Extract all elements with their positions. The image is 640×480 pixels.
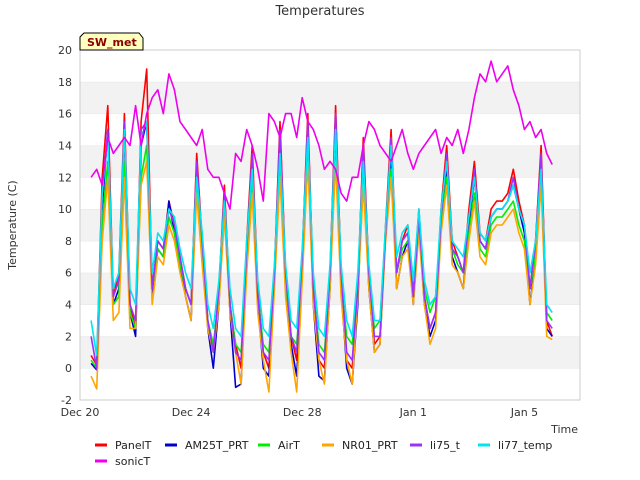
grid-bands	[80, 49, 580, 400]
legend-label-airt: AirT	[278, 439, 300, 452]
series-layer	[90, 60, 553, 393]
grid-band	[80, 81, 580, 114]
grid-band	[80, 336, 580, 369]
y-tick-label: 0	[65, 362, 72, 375]
y-tick-label: 14	[58, 139, 72, 152]
y-tick-label: 8	[65, 235, 72, 248]
station-badge: SW_met	[79, 32, 144, 51]
y-tick-label: 4	[65, 299, 72, 312]
grid-band	[80, 50, 580, 82]
grid-band	[80, 177, 580, 210]
series-line-sonict	[90, 60, 553, 210]
x-tick-label: Jan 1	[399, 406, 427, 419]
series-line-li77-temp	[90, 120, 553, 357]
y-axis-ticks: -2 0 2 4 6 8 10 12 14 16 18 20	[58, 44, 72, 407]
y-tick-label: 6	[65, 267, 72, 280]
legend-label-nr01-prt: NR01_PRT	[342, 439, 398, 452]
station-badge-label: SW_met	[87, 36, 137, 49]
legend-label-am25t-prt: AM25T_PRT	[185, 439, 249, 452]
y-tick-label: 20	[58, 44, 72, 57]
legend-label-sonict: sonicT	[115, 455, 151, 468]
x-tick-label: Jan 5	[510, 406, 538, 419]
series-line-nr01-prt	[90, 160, 553, 393]
x-axis-title: Time	[550, 423, 578, 436]
y-tick-label: 12	[58, 171, 72, 184]
y-tick-label: 18	[58, 76, 72, 89]
legend-label-li77-temp: li77_temp	[498, 439, 552, 452]
legend-label-panelt: PanelT	[115, 439, 152, 452]
y-tick-label: 10	[58, 203, 72, 216]
legend-label-li75-t: li75_t	[430, 439, 461, 452]
grid-band	[80, 113, 580, 146]
y-tick-label: 2	[65, 330, 72, 343]
y-axis-title: Temperature (C)	[6, 180, 19, 270]
x-axis-ticks: Dec 20 Dec 24 Dec 28 Jan 1 Jan 5	[61, 406, 539, 419]
y-tick-label: -2	[61, 394, 72, 407]
x-tick-label: Dec 24	[172, 406, 211, 419]
x-tick-label: Dec 28	[283, 406, 322, 419]
plot-area-border	[79, 49, 581, 401]
grid-band	[80, 304, 580, 337]
grid-band	[80, 368, 580, 400]
chart-title: Temperatures	[274, 4, 364, 19]
x-tick-label: Dec 20	[61, 406, 100, 419]
y-tick-label: 16	[58, 108, 72, 121]
legend: PanelT AM25T_PRT AirT NR01_PRT li75_t li77_te…	[95, 439, 552, 468]
